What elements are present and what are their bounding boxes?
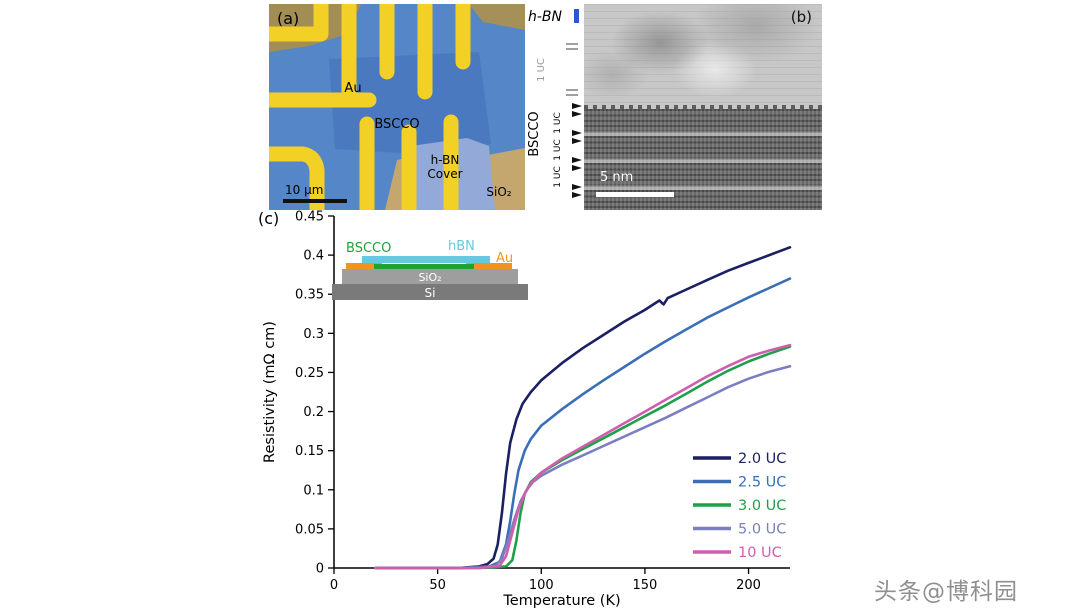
legend-label: 5.0 UC xyxy=(738,522,786,538)
hbn-marker-icon xyxy=(574,9,579,23)
x-tick-label: 150 xyxy=(632,578,657,593)
series-line-2-0-uc xyxy=(374,245,792,570)
device-schematic-inset: BSCCO hBN Au SiO₂ Si xyxy=(332,239,528,300)
inset-sio2-label: SiO₂ xyxy=(418,271,441,284)
inset-au-label: Au xyxy=(496,251,513,266)
panel-a-label: (a) xyxy=(277,9,299,28)
au-electrode-lead xyxy=(269,4,329,42)
series-line-10-uc xyxy=(374,343,792,570)
tem-hbn-region xyxy=(584,4,822,105)
au-electrode-lead xyxy=(269,146,325,210)
arrow-right-icon xyxy=(572,192,582,198)
tem-interface-line xyxy=(584,105,822,109)
sio2-layer xyxy=(342,269,518,284)
scale-bar-label: 5 nm xyxy=(600,170,634,185)
legend-label: 2.5 UC xyxy=(738,475,786,491)
plot-layer: 0 50 100 150 200 0 0.05 0.1 0.15 0.2 0.25 0.3 0.35 0.… xyxy=(262,210,792,608)
au-annotation: Au xyxy=(344,81,361,96)
bscco-side-label: BSCCO xyxy=(527,111,542,156)
hbn-cover-annotation-line2: Cover xyxy=(427,167,462,181)
uc-arrow-markers xyxy=(572,103,582,198)
bscco-layer xyxy=(374,264,474,269)
arrow-right-icon xyxy=(572,165,582,171)
y-tick-label: 0.05 xyxy=(295,522,324,537)
si-layer xyxy=(332,284,528,300)
x-axis-title: Temperature (K) xyxy=(502,593,620,608)
inset-bscco-label: BSCCO xyxy=(346,241,391,256)
arrow-right-icon xyxy=(572,111,582,117)
scale-bar-label: 10 μm xyxy=(285,183,323,197)
inset-hbn-label: hBN xyxy=(448,239,475,254)
panel-c-label: (c) xyxy=(258,209,279,228)
panel-c-chart: 0 50 100 150 200 0 0.05 0.1 0.15 0.2 0.25 0.3 0.35 0.… xyxy=(258,209,792,608)
y-tick-label: 0.3 xyxy=(303,327,324,342)
hbn-annotation: h-BN xyxy=(528,9,563,25)
legend-label: 10 UC xyxy=(738,545,782,561)
bscco-annotation: BSCCO xyxy=(374,117,419,132)
y-tick-label: 0.45 xyxy=(295,210,324,225)
arrow-right-icon xyxy=(572,184,582,190)
y-tick-label: 0 xyxy=(316,562,324,577)
y-tick-label: 0.1 xyxy=(303,483,324,498)
panel-b-tem-image: 5 nm (b) xyxy=(584,4,822,210)
arrow-right-icon xyxy=(572,130,582,136)
watermark: 头条@博科园 xyxy=(874,579,1018,605)
bscco-uc-label: 1 UC xyxy=(553,166,563,187)
arrow-right-icon xyxy=(572,157,582,163)
series-line-5-0-uc xyxy=(374,364,792,570)
hbn-cover-annotation-line1: h-BN xyxy=(431,153,460,167)
panel-b-label: (b) xyxy=(790,8,812,26)
inset-si-label: Si xyxy=(425,286,436,300)
au-layer-right xyxy=(466,263,512,269)
panel-b-annotations: h-BN 1 UC BSCCO 1 UC 1 UC 1 UC xyxy=(527,9,582,198)
y-tick-label: 0.25 xyxy=(295,366,324,381)
au-electrodes xyxy=(269,4,471,210)
legend-label: 3.0 UC xyxy=(738,498,786,514)
x-tick-label: 200 xyxy=(736,578,761,593)
scale-bar xyxy=(596,192,674,197)
legend-label: 2.0 UC xyxy=(738,451,786,467)
bscco-uc-label: 1 UC xyxy=(553,139,563,160)
arrow-right-icon xyxy=(572,103,582,109)
y-tick-label: 0.4 xyxy=(303,249,324,264)
hbn-uc-bracket xyxy=(566,43,578,96)
hbn-layer xyxy=(362,256,490,263)
x-tick-label: 0 xyxy=(330,578,338,593)
series-line-2-5-uc xyxy=(374,277,792,570)
substrate-corner-top-right xyxy=(469,4,525,30)
au-layer-left xyxy=(346,263,382,269)
x-tick-label: 100 xyxy=(529,578,554,593)
y-axis-title: Resistivity (mΩ cm) xyxy=(262,321,278,463)
hbn-uc-label: 1 UC xyxy=(536,58,547,82)
scale-bar xyxy=(283,199,347,203)
panel-a-optical-image: (a) Au BSCCO h-BN Cover SiO₂ 10 μm xyxy=(269,4,525,210)
y-tick-label: 0.2 xyxy=(303,405,324,420)
bscco-uc-label: 1 UC xyxy=(553,112,563,133)
arrow-right-icon xyxy=(572,138,582,144)
series-line-3-0-uc xyxy=(374,345,792,570)
x-tick-label: 50 xyxy=(429,578,446,593)
y-tick-label: 0.15 xyxy=(295,444,324,459)
sio2-annotation: SiO₂ xyxy=(486,185,511,199)
y-tick-label: 0.35 xyxy=(295,288,324,303)
